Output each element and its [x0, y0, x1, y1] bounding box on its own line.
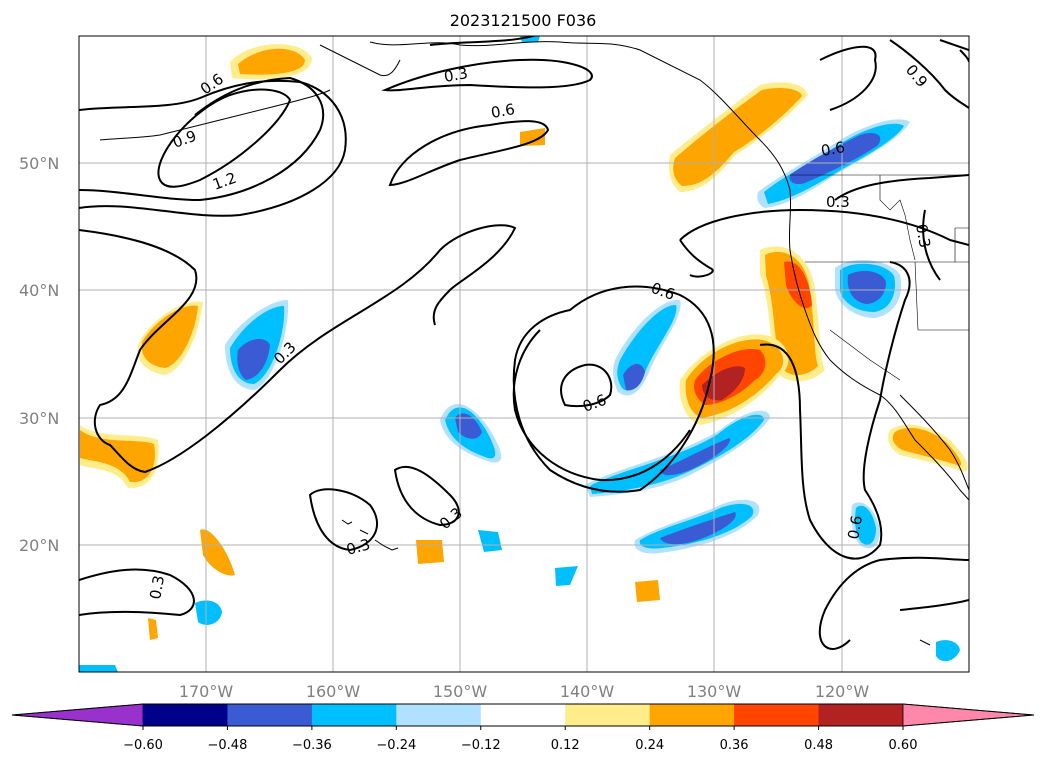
contour-lines: [79, 36, 969, 650]
contour-label: 0.3: [146, 574, 168, 601]
colorbar-tick-label: −0.12: [461, 738, 501, 753]
shade-negative: [789, 133, 881, 185]
state-borders: [790, 174, 969, 381]
colorbar-tick-label: −0.48: [208, 738, 248, 753]
colorbar-tick-label: −0.36: [292, 738, 332, 753]
lon-label: 140°W: [560, 682, 615, 701]
lat-label: 50°N: [19, 154, 59, 173]
colorbar-extend-low: [11, 703, 144, 727]
shade-negative: [478, 530, 502, 552]
shade-negative: [237, 338, 270, 380]
contour-label: 0.3: [826, 193, 850, 211]
shade-negative: [79, 665, 118, 672]
plot-frame: [78, 35, 970, 673]
shade-positive: [238, 48, 305, 75]
lat-label: 30°N: [19, 409, 59, 428]
colorbar-segment: [649, 704, 735, 726]
colorbar-segment: [143, 704, 228, 726]
lat-label: 40°N: [19, 281, 59, 300]
shade-negative: [623, 364, 645, 391]
colorbar-segment: [227, 704, 313, 726]
colorbar-extend-high: [902, 703, 1035, 727]
shade-negative: [195, 600, 222, 625]
contour-label: 0.3: [344, 535, 372, 559]
colorbar-segment: [734, 704, 820, 726]
colorbar-tick-label: −0.60: [123, 738, 163, 753]
shade-negative: [660, 438, 731, 476]
lat-labels: 50°N 40°N 30°N 20°N: [19, 154, 59, 555]
shade-negative: [847, 270, 886, 304]
shade-positive: [520, 128, 545, 146]
shade-positive: [148, 618, 158, 640]
shade-positive: [702, 366, 745, 401]
colorbar-tick-label: 0.36: [720, 738, 749, 753]
shade-negative: [660, 512, 736, 545]
colorbar-tick-label: −0.24: [376, 738, 416, 753]
shade-negative: [455, 413, 482, 439]
colorbar-tick-label: 0.12: [551, 738, 580, 753]
colorbar-segment: [396, 704, 482, 726]
shade-positive: [673, 88, 802, 186]
shade-negative: [555, 566, 578, 586]
lon-label: 130°W: [687, 682, 742, 701]
colorbar: −0.60 −0.48 −0.36 −0.24 −0.12 0.12 0.24 0.36 0.4…: [11, 703, 1035, 753]
lon-label: 120°W: [815, 682, 870, 701]
contour-label: 0.6: [844, 514, 866, 541]
shade-negative: [855, 505, 876, 545]
contour-label: 0.6: [490, 100, 517, 122]
colorbar-segment: [818, 704, 904, 726]
lon-label: 160°W: [306, 682, 361, 701]
colorbar-tick-label: 0.24: [635, 738, 664, 753]
contour-label: 0.6: [820, 138, 847, 160]
colorbar-segment: [565, 704, 651, 726]
contour-label: 0.3: [443, 64, 470, 86]
colorbar-segment: [311, 704, 397, 726]
contour-label: 0.3: [912, 223, 934, 250]
lon-labels: 170°W 160°W 150°W 140°W 130°W 120°W: [179, 682, 870, 701]
shade-positive: [784, 261, 812, 309]
shade-negative: [936, 640, 960, 662]
shade-positive: [200, 529, 235, 576]
shade-positive: [635, 580, 660, 602]
lon-label: 170°W: [179, 682, 234, 701]
shade-positive: [141, 305, 198, 368]
lat-label: 20°N: [19, 536, 59, 555]
colorbar-tick-label: 0.60: [889, 738, 918, 753]
colorbar-tick-label: 0.48: [804, 738, 833, 753]
colorbar-segment: [480, 704, 566, 726]
lon-label: 150°W: [433, 682, 488, 701]
shade-positive: [892, 427, 962, 466]
shade-positive: [416, 540, 444, 564]
figure-title: 2023121500 F036: [450, 11, 597, 30]
